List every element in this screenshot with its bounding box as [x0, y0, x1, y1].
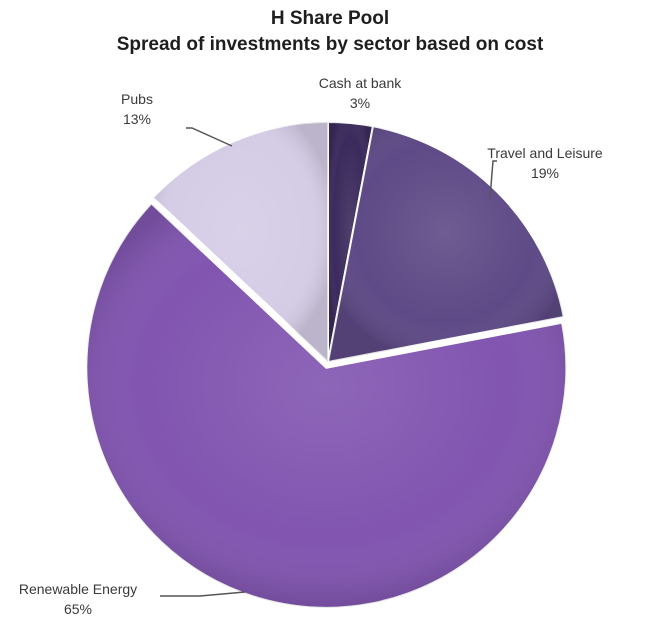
slice-label: Renewable Energy [19, 581, 137, 597]
slice-value-label: 3% [350, 95, 370, 111]
slice-label: Travel and Leisure [487, 145, 603, 161]
slice-label: Cash at bank [319, 75, 402, 91]
slice-value-label: 13% [123, 111, 151, 127]
pie-slices [86, 122, 566, 608]
slice-value-label: 65% [64, 601, 92, 617]
leader-line [160, 592, 245, 596]
slice-label: Pubs [121, 91, 153, 107]
slice-value-label: 19% [531, 165, 559, 181]
leader-line [186, 128, 232, 146]
